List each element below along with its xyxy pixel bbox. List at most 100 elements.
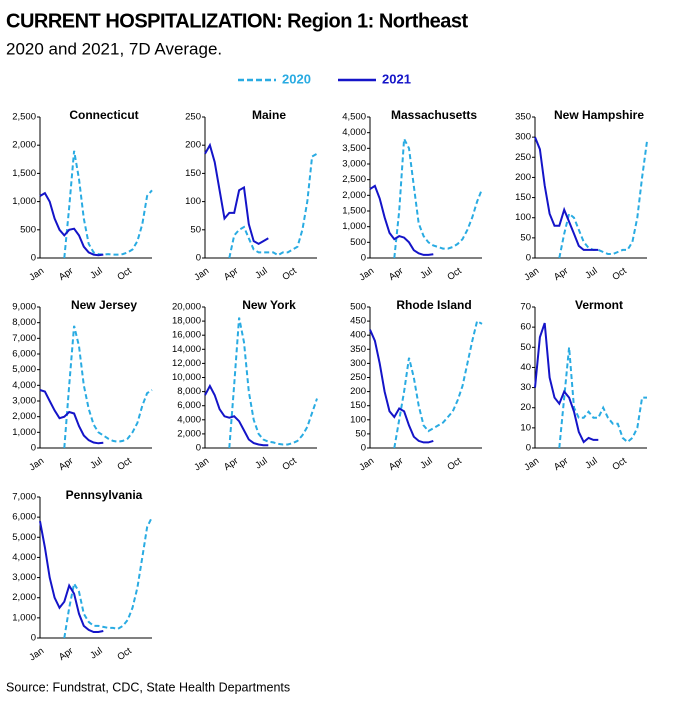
y-tick-label: 5,000 [12,364,36,375]
x-tick-label: Oct [610,265,629,283]
x-tick-label: Oct [280,265,299,283]
y-tick-label: 7,000 [12,333,36,344]
y-tick-label: 3,000 [12,396,36,407]
y-tick-label: 6,000 [12,349,36,360]
y-tick-label: 2,000 [342,190,366,201]
y-tick-label: 2,000 [12,140,36,151]
series-line [204,383,269,447]
y-tick-label: 4,000 [12,552,36,563]
series-line [393,135,483,259]
y-tick-label: 0 [196,443,201,454]
x-tick-label: Apr [552,266,570,283]
y-tick-label: 0 [526,443,531,454]
series-line [39,389,104,445]
x-tick-label: Oct [115,265,134,283]
y-tick-label: 0 [196,253,201,264]
x-tick-label: Jan [357,456,376,474]
legend-label: 2021 [382,71,411,86]
y-tick-label: 50 [520,342,531,353]
x-tick-label: Oct [445,455,464,473]
y-tick-label: 4,500 [342,112,366,123]
y-tick-label: 1,000 [12,612,36,623]
y-tick-label: 20 [520,402,531,413]
series-line [63,150,153,259]
x-tick-label: Jul [253,266,269,282]
y-tick-label: 0 [31,253,36,264]
y-tick-label: 100 [515,212,531,223]
series-line [39,521,104,633]
y-tick-label: 2,000 [177,428,201,439]
y-tick-label: 0 [31,633,36,644]
y-tick-label: 350 [350,344,366,355]
y-tick-label: 50 [520,232,531,243]
series-line [534,322,599,444]
y-tick-label: 50 [190,224,201,235]
x-tick-label: Oct [280,455,299,473]
x-tick-label: Oct [115,645,134,663]
series-line [204,142,269,246]
y-tick-label: 150 [515,192,531,203]
x-tick-label: Jul [88,266,104,282]
page-subtitle: 2020 and 2021, 7D Average. [6,39,222,58]
x-tick-label: Jan [27,266,46,284]
panel-title: Rhode Island [396,298,471,312]
y-tick-label: 150 [185,168,201,179]
y-tick-label: 250 [515,152,531,163]
x-tick-label: Jan [27,646,46,664]
x-tick-label: Jan [27,456,46,474]
y-tick-label: 1,000 [12,427,36,438]
y-tick-label: 200 [185,140,201,151]
y-tick-label: 500 [20,224,36,235]
y-tick-label: 1,500 [12,168,36,179]
x-tick-label: Jul [253,456,269,472]
y-tick-label: 0 [361,253,366,264]
x-tick-label: Jul [418,266,434,282]
series-line [39,191,104,257]
y-tick-label: 6,000 [177,400,201,411]
legend-label: 2020 [282,71,311,86]
x-tick-label: Apr [387,266,405,283]
source-note: Source: Fundstrat, CDC, State Health Dep… [6,680,290,694]
series-line [558,347,647,449]
series-line [369,184,434,256]
y-tick-label: 1,000 [12,196,36,207]
y-tick-label: 40 [520,362,531,373]
y-tick-label: 3,000 [342,159,366,170]
x-tick-label: Oct [610,455,629,473]
panel-title: New Hampshire [554,108,644,122]
panel-title: Pennsylvania [66,488,143,502]
y-tick-label: 12,000 [172,358,201,369]
y-tick-label: 50 [355,428,366,439]
series-line [393,319,483,449]
y-tick-label: 150 [350,400,366,411]
page-title: CURRENT HOSPITALIZATION: Region 1: North… [6,10,469,32]
y-tick-label: 3,000 [12,572,36,583]
x-tick-label: Jan [522,266,541,284]
y-tick-label: 450 [350,316,366,327]
x-tick-label: Apr [57,456,75,473]
x-tick-label: Apr [552,456,570,473]
y-tick-label: 100 [185,196,201,207]
panel-title: Connecticut [69,108,138,122]
y-tick-label: 2,500 [12,112,36,123]
y-tick-label: 60 [520,322,531,333]
x-tick-label: Jul [418,456,434,472]
x-tick-label: Oct [115,455,134,473]
y-tick-label: 4,000 [177,414,201,425]
series-line [558,141,648,259]
x-tick-label: Apr [222,456,240,473]
y-tick-label: 7,000 [12,492,36,503]
y-tick-label: 300 [350,358,366,369]
y-tick-label: 350 [515,112,531,123]
y-tick-label: 0 [526,253,531,264]
y-tick-label: 4,000 [342,127,366,138]
y-tick-label: 6,000 [12,512,36,523]
y-tick-label: 500 [350,237,366,248]
y-tick-label: 1,500 [342,206,366,217]
y-tick-label: 400 [350,330,366,341]
x-tick-label: Jan [522,456,541,474]
x-tick-label: Jan [357,266,376,284]
y-tick-label: 200 [350,386,366,397]
y-tick-label: 10,000 [172,372,201,383]
panel-title: Vermont [575,298,623,312]
